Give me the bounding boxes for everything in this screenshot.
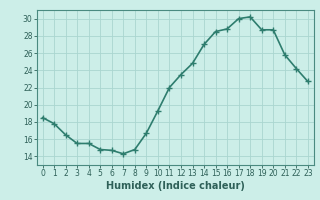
X-axis label: Humidex (Indice chaleur): Humidex (Indice chaleur) [106, 181, 244, 191]
